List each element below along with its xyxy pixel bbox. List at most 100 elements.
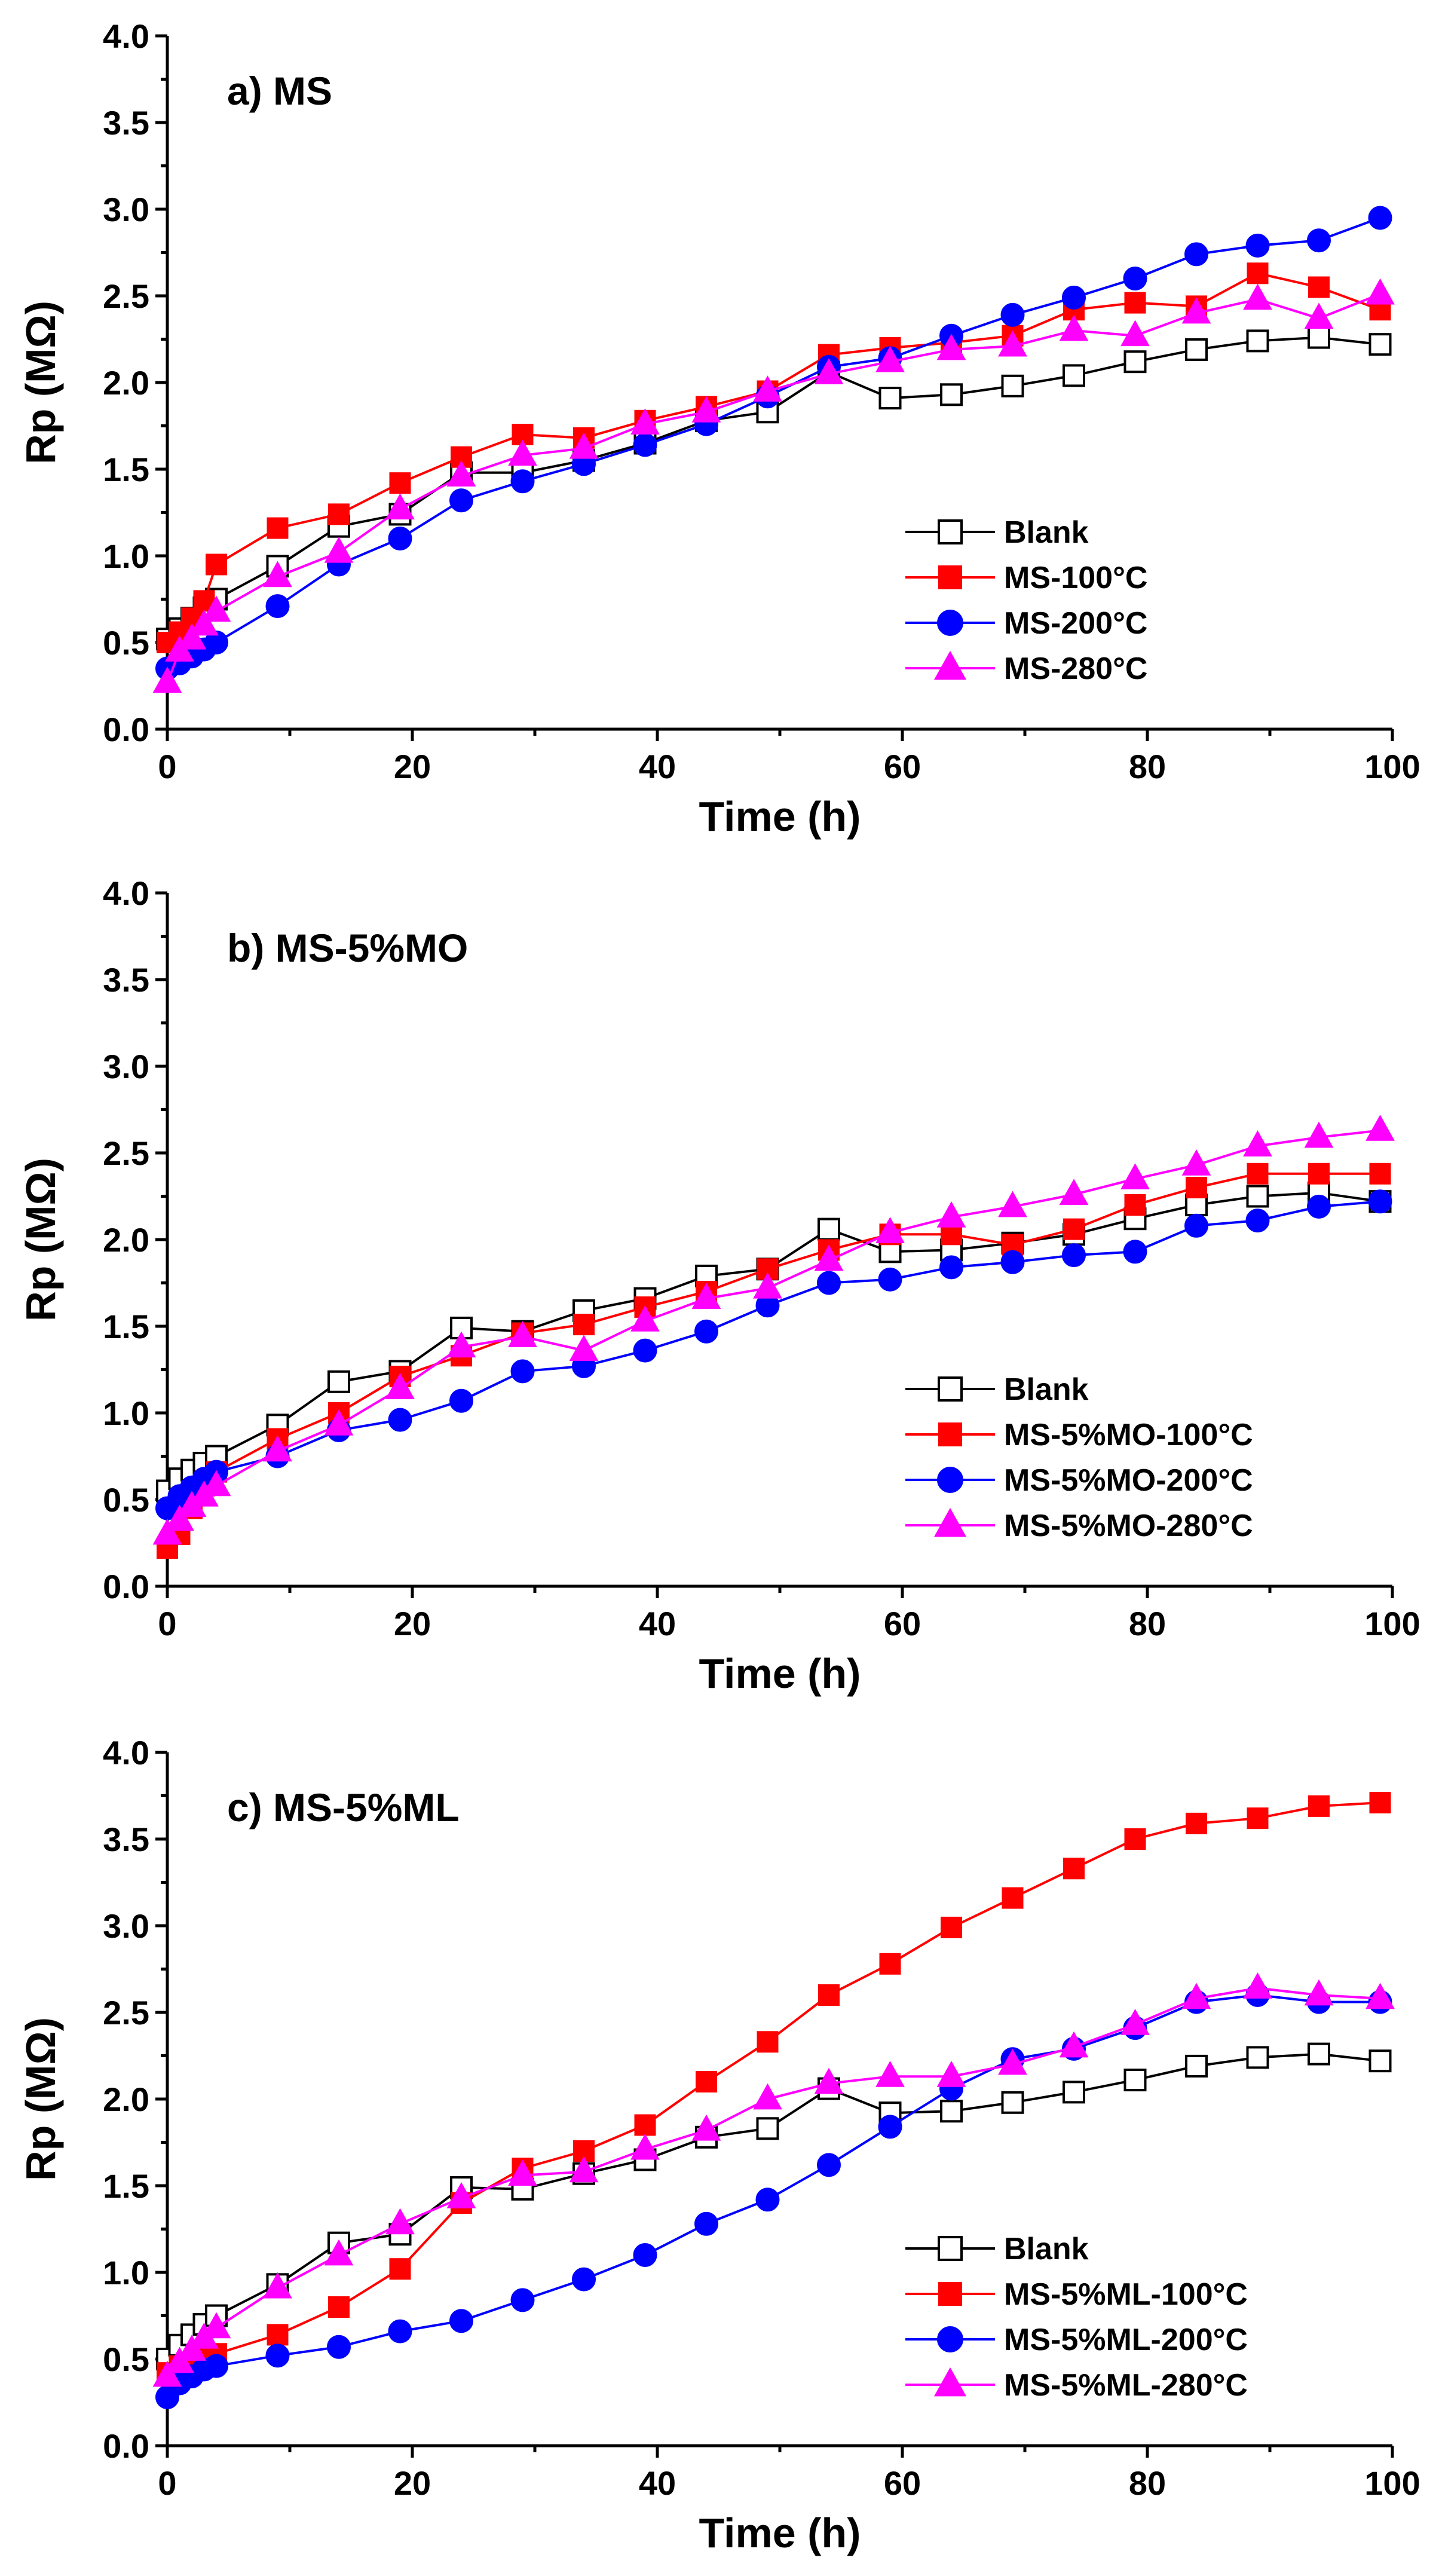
- data-point: [998, 330, 1027, 357]
- series-line: [166, 272, 1381, 644]
- data-point: [1123, 1240, 1147, 1264]
- data-point: [263, 1435, 292, 1462]
- data-point: [1120, 320, 1150, 347]
- y-tick-label: 1.5: [103, 2167, 149, 2205]
- x-tick-label: 80: [1129, 2464, 1166, 2502]
- x-tick-label: 20: [394, 748, 431, 785]
- data-point: [1181, 1149, 1211, 1176]
- data-point: [204, 631, 228, 654]
- data-point: [1243, 1130, 1272, 1157]
- data-point: [818, 1217, 840, 1241]
- data-point: [1184, 242, 1208, 267]
- data-point: [1307, 1194, 1331, 1219]
- data-point: [1063, 1218, 1085, 1240]
- x-tick-label: 40: [639, 748, 676, 785]
- data-point: [328, 2296, 350, 2318]
- data-point: [941, 1916, 962, 1938]
- data-point: [1185, 338, 1208, 361]
- legend-label: Blank: [1004, 2232, 1089, 2266]
- y-tick-label: 0.0: [103, 2427, 149, 2465]
- data-point: [508, 1321, 537, 1347]
- data-point: [1369, 1792, 1391, 1814]
- data-point: [756, 2117, 779, 2140]
- legend-label: MS-5%ML-200°C: [1004, 2323, 1248, 2357]
- x-tick-label: 40: [639, 1605, 676, 1642]
- data-point: [998, 2048, 1027, 2075]
- data-point: [998, 1191, 1027, 1217]
- data-point: [757, 2031, 779, 2053]
- x-tick-label: 100: [1364, 2464, 1420, 2502]
- series-line: [166, 1200, 1380, 1509]
- data-point: [1246, 2046, 1269, 2069]
- data-point: [1120, 1163, 1150, 1189]
- data-point: [1304, 1121, 1334, 1148]
- y-tick-label: 2.5: [103, 1134, 149, 1172]
- data-point: [875, 1217, 905, 1243]
- data-point: [1184, 1213, 1208, 1238]
- data-point: [1247, 1162, 1269, 1185]
- data-point: [1308, 2042, 1330, 2066]
- y-tick-label: 4.0: [103, 874, 149, 912]
- y-tick-label: 3.5: [103, 961, 149, 999]
- data-point: [1308, 1162, 1330, 1185]
- data-point: [1124, 292, 1146, 314]
- x-tick-label: 0: [158, 1605, 176, 1642]
- data-point: [1059, 314, 1089, 341]
- data-point: [1063, 364, 1085, 387]
- y-tick-label: 0.5: [103, 2341, 149, 2378]
- y-axis-title: Rp (MΩ): [17, 1158, 64, 1321]
- data-point: [878, 387, 902, 410]
- y-tick-label: 2.5: [103, 1994, 149, 2032]
- chart-title: a) MS: [227, 69, 332, 113]
- series-0: [156, 326, 1392, 651]
- data-point: [1059, 2031, 1089, 2058]
- y-tick-label: 2.0: [103, 2081, 149, 2118]
- data-point: [324, 536, 354, 563]
- data-point: [1368, 2049, 1392, 2073]
- data-point: [630, 408, 660, 435]
- legend: Blank MS-5%MO-100°C MS-5%MO-200°C MS-5%MO-2…: [905, 1372, 1253, 1543]
- data-point: [1368, 1189, 1392, 1214]
- data-point: [1186, 1177, 1207, 1198]
- data-point: [204, 2354, 228, 2378]
- data-point: [1001, 374, 1024, 397]
- data-point: [1063, 2081, 1085, 2104]
- legend: Blank MS-5%ML-100°C MS-5%ML-200°C MS-5%ML-2…: [905, 2232, 1248, 2403]
- chart-panel-2: 0.0 0.5 1.0 1.5 2.0 2.5 3.0 3.5 4.0 0 20 40 60 80 100 T…: [17, 1734, 1420, 2556]
- y-tick-label: 1.0: [103, 1394, 149, 1432]
- data-point: [1304, 1979, 1334, 2006]
- data-point: [940, 383, 963, 406]
- data-point: [1002, 1887, 1024, 1909]
- data-point: [569, 2156, 599, 2183]
- data-point: [694, 2211, 718, 2236]
- legend-label: MS-5%MO-100°C: [1004, 1418, 1253, 1452]
- data-point: [510, 469, 535, 494]
- data-point: [696, 2071, 717, 2092]
- legend-marker: [937, 610, 963, 636]
- data-point: [189, 609, 219, 636]
- data-point: [875, 2061, 905, 2087]
- data-point: [201, 2312, 231, 2339]
- data-point: [1304, 302, 1334, 329]
- data-point: [446, 1331, 476, 1358]
- data-point: [814, 1244, 844, 1271]
- panels: 0.0 0.5 1.0 1.5 2.0 2.5 3.0 3.5 4.0 0 20 40 60 80 100 T…: [17, 17, 1420, 2556]
- data-point: [508, 2159, 537, 2186]
- data-point: [201, 1470, 231, 1497]
- data-point: [939, 1255, 963, 1280]
- data-point: [753, 2083, 782, 2110]
- data-point: [1369, 1162, 1391, 1185]
- data-point: [936, 1201, 966, 1228]
- y-axis-title: Rp (MΩ): [17, 2017, 64, 2181]
- data-point: [1186, 1812, 1207, 1834]
- data-point: [1000, 302, 1025, 327]
- data-point: [633, 2243, 657, 2267]
- data-point: [691, 2114, 721, 2141]
- data-point: [1243, 283, 1272, 310]
- data-point: [267, 517, 289, 539]
- data-point: [385, 2208, 415, 2235]
- data-point: [449, 1388, 473, 1413]
- y-tick-label: 2.5: [103, 277, 149, 315]
- legend-marker: [933, 650, 967, 680]
